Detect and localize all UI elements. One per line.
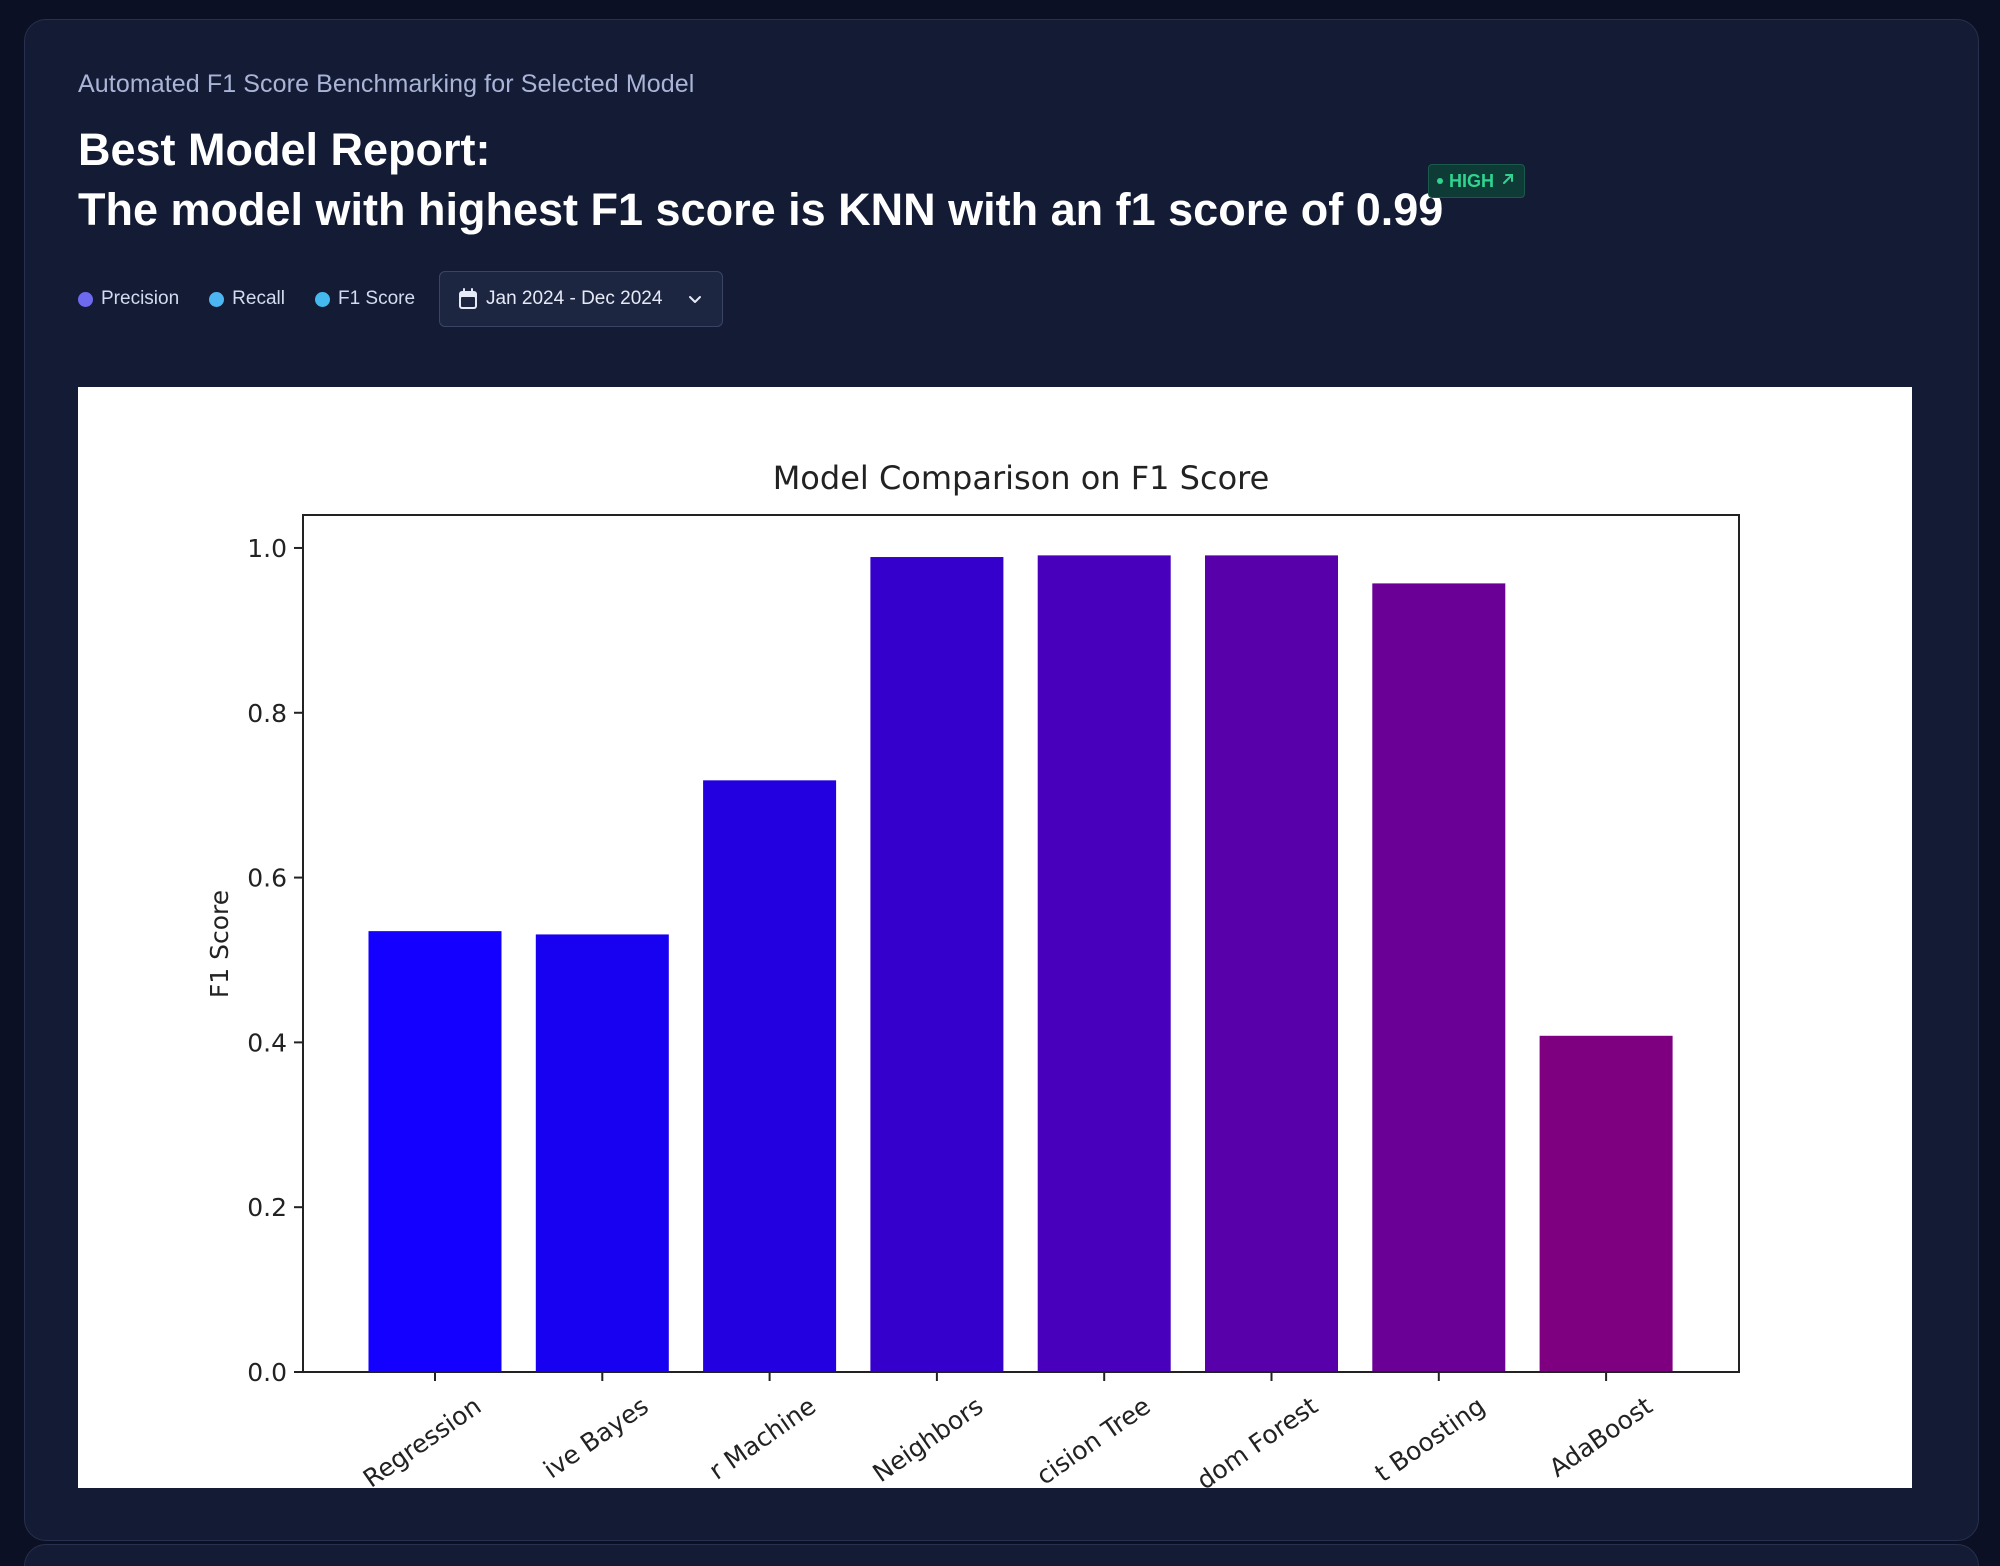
bars-group xyxy=(368,555,1673,1372)
badge-label: HIGH xyxy=(1449,170,1494,191)
bar-7 xyxy=(1539,1035,1673,1372)
bar-3 xyxy=(870,557,1004,1372)
arrow-up-right-icon xyxy=(1500,171,1516,192)
x-tick-label-2: r Machine xyxy=(704,1391,821,1485)
page-title: Best Model Report: The model with highes… xyxy=(78,120,1443,240)
chevron-down-icon xyxy=(686,290,704,308)
bar-4 xyxy=(1037,555,1171,1372)
legend-item-f1-score[interactable]: F1 Score xyxy=(314,288,416,310)
x-tick-label-3: Neighbors xyxy=(867,1391,988,1488)
legend-dot-precision xyxy=(78,291,93,307)
x-tick-label-1: ive Bayes xyxy=(538,1391,654,1484)
legend-dot-f1-score xyxy=(314,291,330,307)
legend-item-precision[interactable]: Precision xyxy=(78,288,179,310)
y-tick-label-4: 0.8 xyxy=(247,699,287,728)
y-axis-label: F1 Score xyxy=(205,890,234,998)
title-line-2: The model with highest F1 score is KNN w… xyxy=(78,184,1444,235)
bar-0 xyxy=(368,931,502,1372)
x-axis: Regression ive Bayes r Machine Neighbors cis… xyxy=(358,1372,1658,1488)
report-subtitle: Automated F1 Score Benchmarking for Sele… xyxy=(78,70,695,98)
y-axis: 0.0 0.2 0.4 0.6 0.8 1.0 xyxy=(247,534,303,1387)
legend-dot-recall xyxy=(209,291,225,307)
x-tick-label-6: t Boosting xyxy=(1370,1391,1491,1488)
legend-item-recall[interactable]: Recall xyxy=(209,288,285,310)
y-tick-label-3: 0.6 xyxy=(247,864,287,893)
calendar-icon xyxy=(458,288,478,310)
badge-dot xyxy=(1437,178,1443,184)
legend-label-f1-score: F1 Score xyxy=(337,288,416,309)
bar-1 xyxy=(535,934,669,1372)
f1-chart-panel: Model Comparison on F1 Score F1 Score 0.… xyxy=(78,387,1912,1488)
f1-bar-chart: Model Comparison on F1 Score F1 Score 0.… xyxy=(205,459,1740,1488)
high-status-badge: HIGH xyxy=(1428,164,1525,198)
date-range-dropdown[interactable]: Jan 2024 - Dec 2024 xyxy=(439,271,723,327)
legend-label-recall: Recall xyxy=(232,288,285,309)
x-tick-label-4: cision Tree xyxy=(1031,1391,1156,1488)
next-card xyxy=(24,1544,1979,1566)
y-tick-label-0: 0.0 xyxy=(247,1358,287,1387)
y-tick-label-5: 1.0 xyxy=(247,534,287,563)
bar-6 xyxy=(1372,583,1506,1372)
title-line-1: Best Model Report: xyxy=(78,124,491,175)
bar-5 xyxy=(1205,555,1338,1372)
y-tick-label-2: 0.4 xyxy=(247,1028,287,1057)
date-range-label: Jan 2024 - Dec 2024 xyxy=(486,288,663,309)
y-tick-label-1: 0.2 xyxy=(247,1193,287,1222)
x-tick-label-5: dom Forest xyxy=(1191,1391,1323,1488)
x-tick-label-0: Regression xyxy=(358,1391,487,1488)
legend-label-precision: Precision xyxy=(101,288,180,309)
chart-title: Model Comparison on F1 Score xyxy=(773,459,1270,497)
metric-legend: Precision Recall F1 Score xyxy=(78,271,445,327)
x-tick-label-7: AdaBoost xyxy=(1544,1391,1658,1483)
plot-frame xyxy=(302,514,1740,1373)
bar-2 xyxy=(703,780,837,1372)
